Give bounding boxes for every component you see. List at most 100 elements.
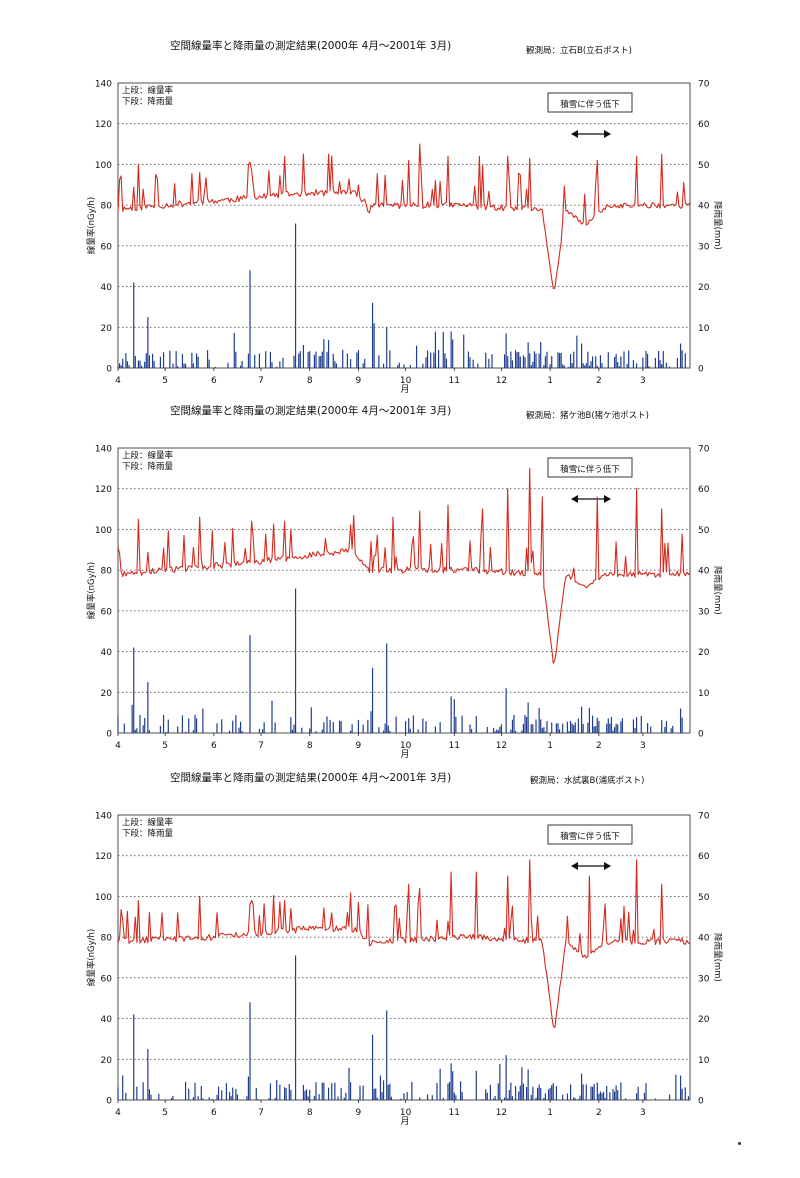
annotation-arrowhead-left bbox=[571, 862, 578, 870]
x-tick-label: 12 bbox=[496, 376, 507, 386]
y2-tick-label: 60 bbox=[698, 485, 710, 495]
x-tick-label: 9 bbox=[356, 376, 362, 386]
chart-svg: 0 20 40 60 80 100 120 140 0 10 20 30 40 50 60 70 4 5 6 7 8 9 1… bbox=[86, 80, 723, 396]
x-tick-label: 2 bbox=[596, 1108, 602, 1118]
x-axis-label: 月 bbox=[400, 384, 409, 395]
dose-rate-line bbox=[117, 143, 691, 290]
x-tick-label: 3 bbox=[640, 1108, 646, 1118]
x-tick-label: 6 bbox=[211, 376, 217, 386]
legend-entry: 下段：降雨量 bbox=[122, 828, 174, 839]
y-tick-label: 60 bbox=[101, 974, 113, 984]
rainfall-series bbox=[117, 588, 683, 733]
y2-tick-label: 10 bbox=[698, 1056, 710, 1066]
annotation-arrowhead-right bbox=[604, 130, 611, 138]
y2-tick-label: 20 bbox=[698, 648, 710, 658]
y-tick-label: 140 bbox=[95, 445, 112, 455]
y-tick-label: 0 bbox=[106, 730, 112, 740]
x-tick-label: 8 bbox=[307, 1108, 313, 1118]
y2-tick-label: 0 bbox=[698, 730, 704, 740]
x-tick-label: 5 bbox=[162, 741, 168, 751]
annotation-arrowhead-left bbox=[571, 130, 578, 138]
chart-title: 空間線量率と降雨量の測定結果(2000年 4月～2001年 3月) bbox=[170, 405, 452, 417]
y2-axis-label: 降雨量(mm) bbox=[712, 201, 723, 250]
x-tick-label: 1 bbox=[547, 376, 553, 386]
annotation-arrowhead-right bbox=[604, 862, 611, 870]
y-tick-label: 80 bbox=[101, 202, 113, 212]
y2-tick-label: 70 bbox=[698, 80, 710, 90]
rainfall-series bbox=[117, 223, 686, 368]
x-tick-label: 7 bbox=[258, 1108, 264, 1118]
x-tick-label: 2 bbox=[596, 376, 602, 386]
y-axis-label: 線量率(nGy/h) bbox=[86, 929, 97, 986]
dose-rate-line bbox=[117, 467, 691, 664]
y2-tick-label: 60 bbox=[698, 120, 710, 130]
rainfall-series bbox=[117, 955, 690, 1100]
x-tick-label: 12 bbox=[496, 1108, 507, 1118]
y2-tick-label: 70 bbox=[698, 812, 710, 822]
annotation-text: 積雪に伴う低下 bbox=[560, 464, 620, 475]
x-tick-label: 3 bbox=[640, 741, 646, 751]
y-tick-label: 20 bbox=[101, 324, 113, 334]
x-tick-label: 1 bbox=[547, 1108, 553, 1118]
y-tick-label: 20 bbox=[101, 1056, 113, 1066]
y-tick-label: 120 bbox=[95, 120, 112, 130]
station-label: 観測局：立石B(立石ポスト) bbox=[526, 46, 632, 56]
x-tick-label: 3 bbox=[640, 376, 646, 386]
y2-tick-label: 20 bbox=[698, 1015, 710, 1025]
y2-tick-label: 40 bbox=[698, 202, 710, 212]
y-tick-label: 140 bbox=[95, 80, 112, 90]
annotation-box bbox=[547, 92, 633, 113]
y-tick-label: 60 bbox=[101, 607, 113, 617]
x-tick-label: 1 bbox=[547, 741, 553, 751]
chart-svg: 0 20 40 60 80 100 120 140 0 10 20 30 40 50 60 70 4 5 6 7 8 9 1… bbox=[86, 445, 723, 761]
y2-tick-label: 50 bbox=[698, 161, 710, 171]
chart-svg: 0 20 40 60 80 100 120 140 0 10 20 30 40 50 60 70 4 5 6 7 8 9 1… bbox=[86, 812, 723, 1128]
y2-tick-label: 10 bbox=[698, 689, 710, 699]
x-tick-label: 7 bbox=[258, 376, 264, 386]
dose-rate-line bbox=[117, 859, 691, 1029]
chart-title: 空間線量率と降雨量の測定結果(2000年 4月～2001年 3月) bbox=[170, 772, 452, 784]
y-tick-label: 40 bbox=[101, 1015, 113, 1025]
scan-speck bbox=[738, 1142, 741, 1145]
y-tick-label: 40 bbox=[101, 283, 113, 293]
legend-entry: 上段：線量率 bbox=[122, 817, 174, 828]
x-tick-label: 4 bbox=[115, 741, 121, 751]
y2-tick-label: 10 bbox=[698, 324, 710, 334]
y2-tick-label: 30 bbox=[698, 242, 710, 252]
x-axis-label: 月 bbox=[400, 749, 409, 760]
y-tick-label: 100 bbox=[95, 893, 112, 903]
y2-tick-label: 60 bbox=[698, 852, 710, 862]
y2-tick-label: 0 bbox=[698, 365, 704, 375]
chart-title: 空間線量率と降雨量の測定結果(2000年 4月～2001年 3月) bbox=[170, 40, 452, 52]
x-tick-label: 9 bbox=[356, 741, 362, 751]
x-tick-label: 7 bbox=[258, 741, 264, 751]
annotation-box bbox=[547, 457, 633, 478]
y-tick-label: 60 bbox=[101, 242, 113, 252]
plot-frame bbox=[117, 814, 691, 1101]
annotation-arrowhead-right bbox=[604, 495, 611, 503]
legend-entry: 上段：線量率 bbox=[122, 85, 174, 96]
station-label: 観測局：猪ケ池B(猪ケ池ポスト) bbox=[526, 411, 649, 421]
x-tick-label: 2 bbox=[596, 741, 602, 751]
y-tick-label: 80 bbox=[101, 567, 113, 577]
plot-frame bbox=[117, 447, 691, 734]
x-tick-label: 5 bbox=[162, 376, 168, 386]
x-tick-label: 9 bbox=[356, 1108, 362, 1118]
y2-tick-label: 20 bbox=[698, 283, 710, 293]
x-tick-label: 11 bbox=[449, 1108, 460, 1118]
legend-entry: 上段：線量率 bbox=[122, 450, 174, 461]
y2-tick-label: 30 bbox=[698, 607, 710, 617]
station-label: 観測局：水試裏B(浦底ポスト) bbox=[530, 776, 645, 786]
y-tick-label: 80 bbox=[101, 934, 113, 944]
y-tick-label: 120 bbox=[95, 485, 112, 495]
y-tick-label: 100 bbox=[95, 526, 112, 536]
annotation-text: 積雪に伴う低下 bbox=[560, 99, 620, 110]
y2-tick-label: 40 bbox=[698, 567, 710, 577]
y-axis-label: 線量率(nGy/h) bbox=[86, 562, 97, 619]
x-tick-label: 10 bbox=[400, 741, 412, 751]
y2-axis-label: 降雨量(mm) bbox=[712, 566, 723, 615]
y-tick-label: 120 bbox=[95, 852, 112, 862]
x-tick-label: 10 bbox=[400, 376, 412, 386]
y-tick-label: 0 bbox=[106, 365, 112, 375]
x-tick-label: 8 bbox=[307, 376, 313, 386]
